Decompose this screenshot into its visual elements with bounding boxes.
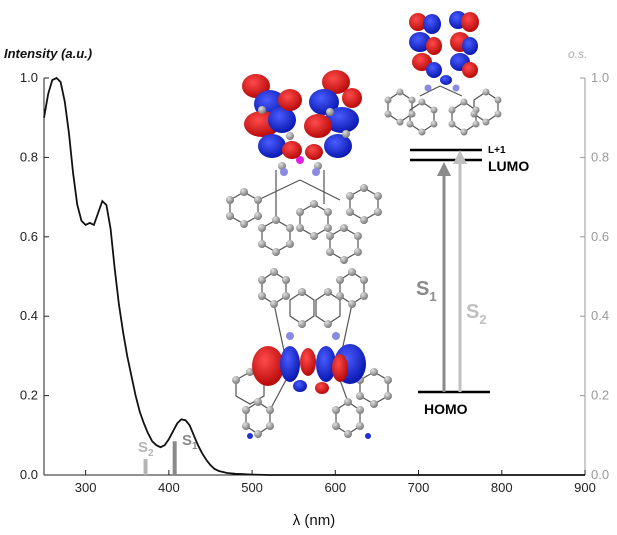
x-tick-label-1: 400 bbox=[158, 480, 180, 495]
y-axis-title: Intensity (a.u.) bbox=[4, 46, 92, 61]
y-tick-label-4: 0.8 bbox=[20, 149, 38, 164]
lumo-label: LUMO bbox=[488, 158, 529, 174]
x-axis-title: λ (nm) bbox=[293, 512, 336, 529]
molecule-homo-illustration bbox=[232, 268, 392, 439]
y-tick-label-5: 1.0 bbox=[20, 70, 38, 85]
s1-arrow-label: S1 bbox=[416, 278, 437, 304]
spectrum-curve bbox=[43, 76, 585, 476]
s2-arrow-label: S2 bbox=[466, 301, 487, 327]
s1-stick-label: S1 bbox=[182, 432, 198, 452]
y-right-tick-label-3: 0.6 bbox=[591, 229, 609, 244]
y-right-tick-label-5: 1.0 bbox=[591, 70, 609, 85]
y-tick-label-1: 0.2 bbox=[20, 388, 38, 403]
x-tick-label-5: 800 bbox=[491, 480, 513, 495]
energy-diagram: L+1 LUMO HOMO S1 S2 bbox=[410, 145, 529, 417]
x-tick-label-2: 500 bbox=[241, 480, 263, 495]
x-tick-label-4: 700 bbox=[408, 480, 430, 495]
transition-stick-0 bbox=[143, 459, 148, 475]
x-tick-label-3: 600 bbox=[324, 480, 346, 495]
x-tick-label-6: 900 bbox=[574, 480, 596, 495]
y-right-tick-label-4: 0.8 bbox=[591, 149, 609, 164]
transition-stick-1 bbox=[172, 441, 177, 475]
x-tick-label-0: 300 bbox=[75, 480, 97, 495]
homo-label: HOMO bbox=[424, 401, 468, 417]
s2-stick-label: S2 bbox=[138, 439, 154, 459]
y-right-tick-label-1: 0.2 bbox=[591, 388, 609, 403]
y-axis-right-title: o.s. bbox=[568, 47, 587, 61]
y-right-tick-label-2: 0.4 bbox=[591, 308, 609, 323]
molecule-lplus1-illustration bbox=[384, 11, 502, 136]
y-tick-label-2: 0.4 bbox=[20, 308, 38, 323]
y-right-tick-label-0: 0.0 bbox=[591, 467, 609, 482]
lplus1-label: L+1 bbox=[488, 145, 506, 156]
molecule-lumo-illustration bbox=[226, 70, 382, 264]
transition-sticks bbox=[143, 441, 177, 475]
s2-arrowhead bbox=[453, 150, 467, 164]
y-tick-label-3: 0.6 bbox=[20, 229, 38, 244]
s1-arrowhead bbox=[437, 162, 451, 176]
y-tick-label-0: 0.0 bbox=[20, 467, 38, 482]
